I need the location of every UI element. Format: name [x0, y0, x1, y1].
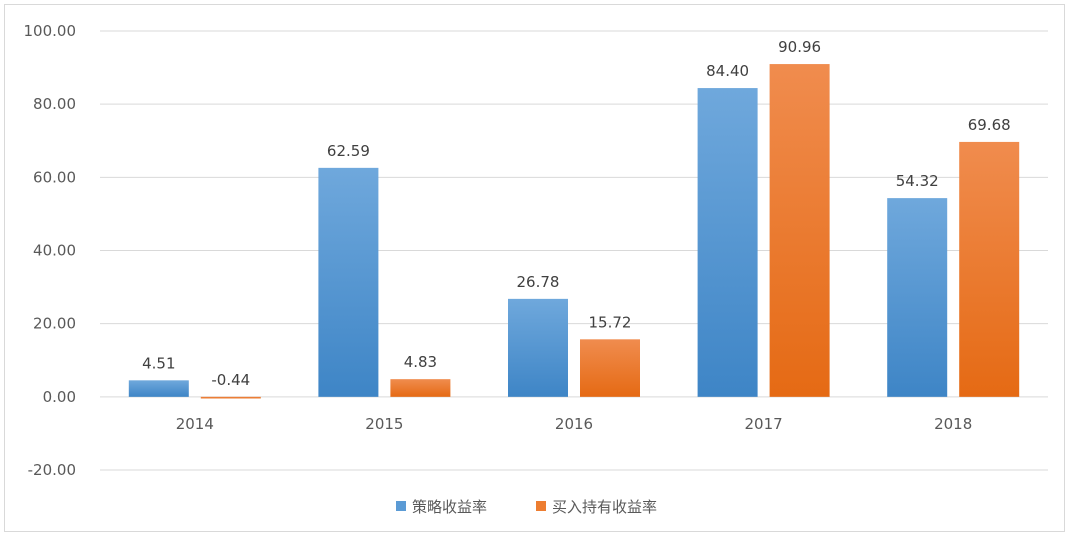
bar-buy-hold-2017: [769, 64, 830, 397]
data-label: 90.96: [778, 38, 821, 56]
bar-strategy-2016: [508, 298, 568, 397]
bar-strategy-2017: [697, 88, 758, 397]
x-tick-label: 2017: [745, 415, 783, 433]
bar-buy-hold-2014: [200, 396, 261, 399]
y-tick-label: 40.00: [33, 242, 76, 260]
y-tick-label: -20.00: [28, 461, 76, 479]
y-tick-label: 20.00: [33, 315, 76, 333]
data-labels: 4.51 -0.44 62.59 4.83 26.78 15.72 84.40 90.96 54…: [142, 38, 1011, 389]
data-label: 4.51: [142, 354, 175, 372]
y-axis: -20.00 0.00 20.00 40.00 60.00 80.00 100.00: [24, 22, 77, 479]
data-label: 62.59: [327, 142, 370, 160]
data-label: 4.83: [404, 353, 437, 371]
legend-swatch: [536, 501, 546, 511]
y-tick-label: 80.00: [33, 95, 76, 113]
legend: 策略收益率 买入持有收益率: [396, 498, 657, 516]
bars: [128, 64, 1020, 399]
data-label: -0.44: [211, 371, 250, 389]
x-tick-label: 2018: [934, 415, 972, 433]
bar-strategy-2018: [887, 198, 948, 397]
y-tick-label: 100.00: [24, 22, 77, 40]
data-label: 69.68: [968, 116, 1011, 134]
data-label: 84.40: [706, 62, 749, 80]
y-tick-label: 0.00: [43, 388, 76, 406]
legend-swatch: [396, 501, 406, 511]
bar-buy-hold-2015: [390, 379, 451, 397]
legend-label: 策略收益率: [412, 498, 487, 516]
bar-strategy-2014: [128, 380, 189, 397]
x-tick-label: 2016: [555, 415, 593, 433]
x-tick-label: 2014: [176, 415, 214, 433]
bar-buy-hold-2016: [580, 339, 640, 397]
x-tick-label: 2015: [365, 415, 403, 433]
data-label: 26.78: [517, 273, 560, 291]
y-tick-label: 60.00: [33, 168, 76, 186]
bar-buy-hold-2018: [959, 141, 1020, 397]
data-label: 15.72: [589, 313, 632, 331]
data-label: 54.32: [896, 172, 939, 190]
x-axis: 2014 2015 2016 2017 2018: [176, 415, 973, 433]
legend-label: 买入持有收益率: [552, 498, 657, 516]
bar-strategy-2015: [318, 167, 379, 397]
